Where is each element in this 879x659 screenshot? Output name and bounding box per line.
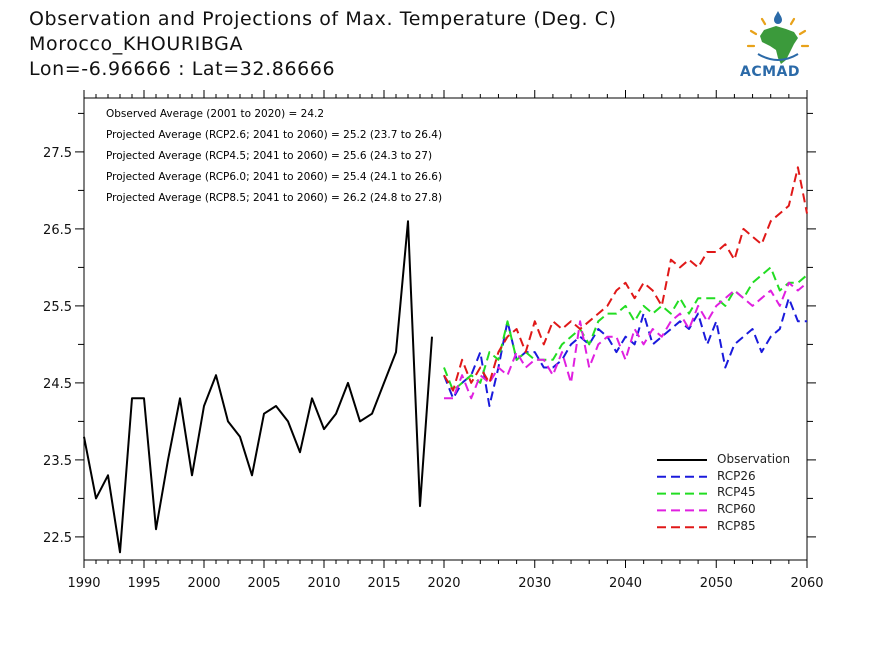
series-line-rcp26: [443, 297, 807, 407]
location-name: Morocco_KHOURIBGA: [29, 33, 244, 55]
y-tick-label: 26.5: [43, 223, 72, 238]
series-line-observation: [83, 220, 433, 554]
stat-rcp45-average: Projected Average (RCP4.5; 2041 to 2060)…: [106, 150, 433, 162]
x-tick-label: 2020: [427, 576, 460, 591]
y-axis-tick-labels: 22.5 23.5 24.5 25.5 26.5 27.5: [43, 146, 72, 546]
series-line-rcp60: [444, 281, 808, 400]
x-tick-label: 2010: [307, 576, 340, 591]
y-tick-label: 23.5: [43, 454, 72, 469]
series-line-rcp45: [443, 266, 808, 392]
x-tick-label: 2060: [790, 576, 823, 591]
x-tick-label: 2040: [609, 576, 642, 591]
x-tick-label: 1990: [67, 576, 100, 591]
legend-label-rcp60: RCP60: [717, 502, 756, 516]
x-tick-label: 2000: [187, 576, 220, 591]
chart-title: Observation and Projections of Max. Temp…: [29, 8, 617, 30]
legend-label-observation: Observation: [717, 452, 791, 466]
y-tick-label: 22.5: [43, 531, 72, 546]
series-lines: [83, 166, 808, 554]
x-tick-label: 1995: [127, 576, 160, 591]
legend-swatches: [657, 459, 707, 529]
y-tick-label: 24.5: [43, 377, 72, 392]
x-axis-tick-labels: 1990 1995 2000 2005 2010 2015 2020 2030 2040 2050…: [67, 576, 823, 591]
stat-observed-average: Observed Average (2001 to 2020) = 24.2: [106, 108, 325, 120]
x-tick-label: 2030: [518, 576, 551, 591]
y-tick-label: 25.5: [43, 300, 72, 315]
series-line-rcp85: [443, 166, 808, 392]
stat-rcp85-average: Projected Average (RCP8.5; 2041 to 2060)…: [106, 192, 443, 204]
logo-text: ACMAD: [740, 64, 800, 80]
x-tick-label: 2015: [367, 576, 400, 591]
legend-label-rcp45: RCP45: [717, 485, 756, 499]
stat-rcp60-average: Projected Average (RCP6.0; 2041 to 2060)…: [106, 171, 443, 183]
coordinates: Lon=-6.96666 : Lat=32.86666: [29, 58, 336, 80]
legend-label-rcp26: RCP26: [717, 469, 756, 483]
tick-marks: [75, 90, 816, 568]
acmad-logo-icon: [746, 11, 810, 64]
legend-label-rcp85: RCP85: [717, 519, 756, 533]
y-tick-label: 27.5: [43, 146, 72, 161]
x-tick-label: 2005: [247, 576, 280, 591]
x-tick-label: 2050: [700, 576, 733, 591]
stat-rcp26-average: Projected Average (RCP2.6; 2041 to 2060)…: [106, 129, 443, 141]
plot-frame: [83, 97, 808, 561]
